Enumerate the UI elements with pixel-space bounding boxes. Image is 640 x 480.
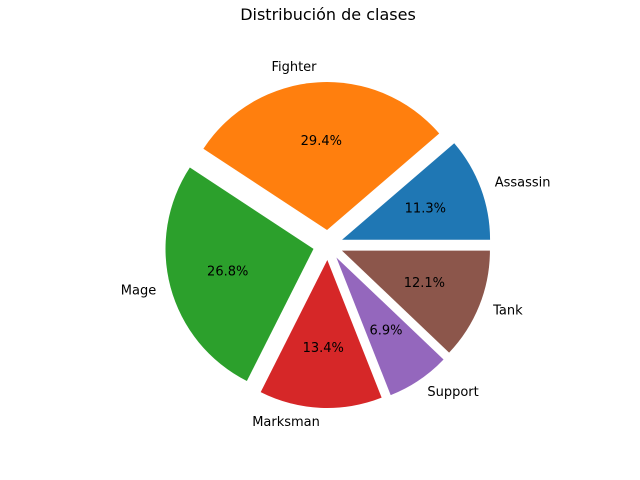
- slice-label-marksman: Marksman: [252, 415, 320, 430]
- pie-slice-fighter: [203, 82, 440, 231]
- percent-label-support: 6.9%: [369, 324, 402, 339]
- pie-slice-marksman: [260, 259, 382, 408]
- slice-label-assassin: Assassin: [495, 176, 551, 191]
- percent-label-assassin: 11.3%: [405, 201, 446, 216]
- slice-label-support: Support: [427, 385, 478, 400]
- slice-label-fighter: Fighter: [271, 60, 317, 75]
- pie-slice-tank: [341, 250, 490, 353]
- percent-label-mage: 26.8%: [207, 264, 248, 279]
- labels-group: Assassin 11.3% Fighter 29.4% Mage 26.8% Marksm…: [121, 60, 551, 430]
- slice-label-mage: Mage: [121, 283, 156, 298]
- slices-group: [165, 82, 491, 408]
- pie-slice-mage: [165, 167, 314, 382]
- percent-label-tank: 12.1%: [404, 276, 445, 291]
- percent-label-fighter: 29.4%: [301, 134, 342, 149]
- pie-slice-assassin: [342, 143, 491, 240]
- percent-label-marksman: 13.4%: [303, 341, 344, 356]
- pie-slice-support: [336, 257, 444, 396]
- slice-label-tank: Tank: [492, 304, 523, 319]
- chart-title: Distribución de clases: [240, 5, 416, 24]
